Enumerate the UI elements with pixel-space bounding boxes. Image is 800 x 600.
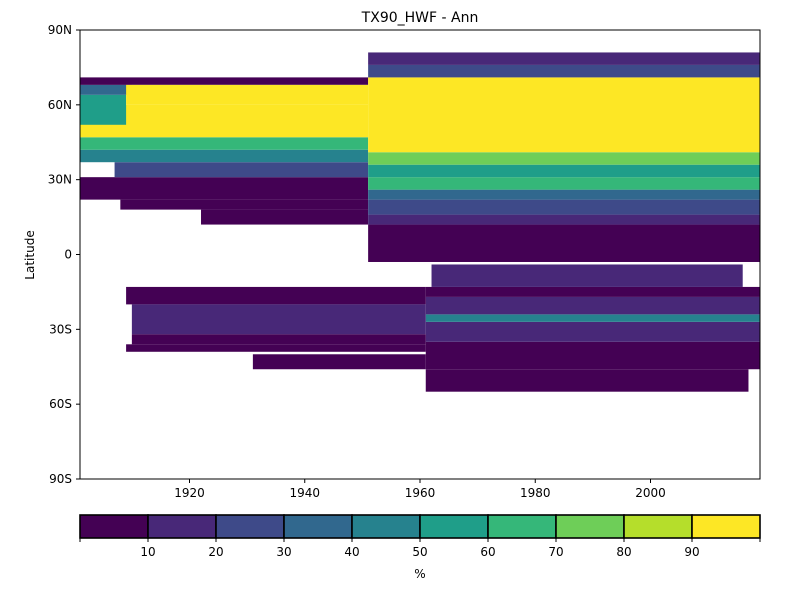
heatmap-cell-9	[120, 199, 369, 210]
colorbar-tick-label: 40	[344, 545, 359, 559]
heatmap-cell-11	[368, 224, 760, 262]
heatmap-cell-18	[368, 77, 760, 153]
plot-area: 1920 1940 1960 1980 2000 90N 60N 30N 0 30S 60S 90S	[48, 23, 761, 500]
heatmap-cell-24	[425, 314, 760, 322]
x-tick-label: 1940	[289, 486, 320, 500]
colorbar-swatch-5	[419, 514, 489, 539]
colorbar-swatch-8	[623, 514, 693, 539]
heatmap-cell-2	[80, 149, 369, 163]
y-tick-label: 90N	[48, 23, 72, 37]
heatmap-cell-13	[368, 199, 760, 215]
colorbar-label: %	[414, 567, 425, 581]
colorbar-tick-label: 50	[412, 545, 427, 559]
heatmap-cell-14	[368, 189, 760, 200]
colorbar-tick-label: 70	[548, 545, 563, 559]
x-tick-label: 1920	[174, 486, 205, 500]
heatmap-cell-7	[80, 77, 369, 85]
y-tick-label: 90S	[49, 472, 72, 486]
colorbar-swatch-4	[351, 514, 421, 539]
y-tick-label: 0	[64, 248, 72, 262]
colorbar-swatch-0	[79, 514, 149, 539]
x-tick-label: 1980	[520, 486, 551, 500]
colorbar-swatch-6	[487, 514, 557, 539]
colorbar-swatch-9	[691, 514, 761, 539]
colorbar-swatch-7	[555, 514, 625, 539]
colorbar-swatch-1	[147, 514, 217, 539]
heatmap-cell-30	[131, 334, 426, 345]
y-tick-label: 30N	[48, 173, 72, 187]
heatmap-cell-23	[425, 321, 760, 342]
heatmap-cell-1	[114, 162, 369, 178]
y-tick-label: 30S	[49, 322, 72, 336]
x-tick-label: 2000	[635, 486, 666, 500]
y-axis-ticks: 90N 60N 30N 0 30S 60S 90S	[48, 23, 80, 486]
heatmap-cell-31	[126, 344, 426, 352]
heatmap-cell-32	[252, 354, 426, 370]
heatmap-cell-0	[80, 177, 369, 200]
heatmap-cell-28	[126, 286, 426, 305]
colorbar-swatches	[79, 514, 761, 539]
heatmap-cell-15	[368, 177, 760, 190]
y-tick-label: 60S	[49, 397, 72, 411]
heatmap-cell-8	[126, 84, 369, 105]
x-axis-ticks: 1920 1940 1960 1980 2000	[174, 479, 666, 500]
colorbar-tick-label: 60	[480, 545, 495, 559]
colorbar-tick-label: 30	[276, 545, 291, 559]
colorbar-tick-label: 20	[208, 545, 223, 559]
colorbar-ticks: 10 20 30 40 50 60 70 80 90	[79, 538, 761, 559]
heatmap-cells	[80, 52, 760, 392]
colorbar: 10 20 30 40 50 60 70 80 90	[79, 514, 761, 559]
y-axis-label: Latitude	[23, 230, 37, 279]
heatmap-cell-21	[425, 369, 749, 392]
colorbar-swatch-3	[283, 514, 353, 539]
heatmap-cell-20	[368, 52, 760, 65]
colorbar-swatch-2	[215, 514, 285, 539]
heatmap-cell-5	[80, 94, 127, 125]
heatmap-cell-16	[368, 164, 760, 178]
y-tick-label: 60N	[48, 98, 72, 112]
heatmap-cell-10	[201, 209, 369, 225]
heatmap-cell-12	[368, 214, 760, 225]
colorbar-tick-label: 90	[684, 545, 699, 559]
heatmap-cell-22	[425, 341, 760, 370]
x-tick-label: 1960	[405, 486, 436, 500]
colorbar-tick-label: 10	[140, 545, 155, 559]
heatmap-cell-19	[368, 64, 760, 78]
colorbar-tick-label: 80	[616, 545, 631, 559]
heatmap-cell-29	[131, 304, 426, 335]
heatmap-cell-27	[431, 264, 743, 287]
heatmap-cell-6	[80, 84, 132, 95]
heatmap-cell-26	[425, 286, 760, 297]
heatmap-cell-25	[425, 296, 760, 315]
colorbar-frame	[79, 514, 761, 539]
heatmap-cell-3	[80, 137, 369, 150]
heatmap-cell-4	[80, 104, 369, 138]
chart-title: TX90_HWF - Ann	[361, 10, 479, 26]
heatmap-cell-17	[368, 152, 760, 165]
